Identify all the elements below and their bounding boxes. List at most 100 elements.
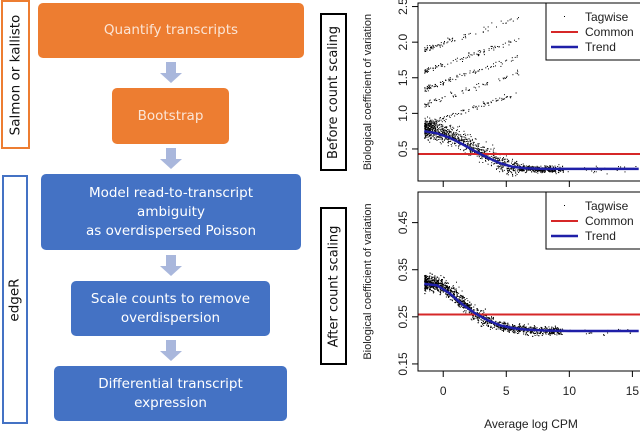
tagwise-point [502, 327, 504, 329]
tagwise-point [523, 331, 525, 332]
tagwise-point [474, 152, 476, 154]
tagwise-point [478, 316, 480, 317]
tagwise-point [549, 165, 551, 167]
tagwise-point [558, 167, 560, 169]
tagwise-point [537, 172, 539, 174]
tagwise-point [545, 327, 547, 329]
tagwise-point [450, 296, 452, 298]
tagwise-point [534, 333, 536, 334]
tagwise-point [430, 282, 432, 284]
tagwise-point [505, 158, 507, 160]
tagwise-point [458, 137, 460, 139]
tagwise-point [508, 164, 510, 166]
tagwise-point [611, 330, 612, 332]
tagwise-point [455, 289, 457, 291]
tagwise-point [431, 276, 433, 278]
tagwise-point [496, 168, 497, 170]
tagwise-point [482, 146, 484, 148]
tagwise-point [558, 167, 559, 169]
tagwise-point [447, 289, 449, 291]
tagwise-point [504, 328, 505, 330]
tagwise-point [475, 312, 477, 314]
tagwise-point [432, 285, 434, 287]
tagwise-point [501, 170, 503, 172]
tagwise-point [446, 292, 448, 294]
tagwise-point [464, 303, 466, 305]
tagwise-point [521, 166, 523, 168]
tagwise-point [431, 290, 433, 292]
tagwise-point [440, 44, 442, 46]
tagwise-point [553, 332, 555, 334]
tagwise-point [449, 294, 451, 296]
tagwise-point [463, 301, 465, 303]
tagwise-point [539, 332, 541, 334]
tagwise-point [460, 295, 462, 297]
tagwise-point [493, 160, 495, 162]
tagwise-point [431, 119, 433, 121]
tagwise-point [446, 42, 448, 44]
tagwise-point [483, 52, 485, 54]
tagwise-point [429, 123, 431, 125]
tagwise-point [459, 296, 461, 298]
tagwise-point [535, 166, 537, 168]
tagwise-point [510, 41, 512, 43]
tagwise-point [433, 284, 435, 286]
tagwise-point [533, 167, 534, 169]
tagwise-point [553, 170, 555, 172]
tagwise-point [424, 283, 426, 285]
tagwise-point [450, 289, 452, 291]
tagwise-point [459, 142, 461, 144]
tagwise-point [448, 294, 450, 296]
tagwise-point [532, 328, 534, 330]
tagwise-point [549, 167, 551, 168]
tagwise-point [428, 127, 430, 129]
tagwise-point [424, 126, 426, 128]
tagwise-point [508, 324, 510, 326]
tagwise-point [512, 328, 514, 330]
tagwise-point [503, 327, 505, 329]
tagwise-point [522, 163, 524, 165]
tagwise-point [424, 289, 426, 291]
tagwise-point [551, 169, 553, 171]
tagwise-point [553, 330, 554, 331]
tagwise-point [430, 134, 432, 136]
tagwise-point [431, 126, 433, 128]
tagwise-point [430, 131, 432, 133]
tagwise-point [558, 333, 560, 335]
tagwise-point [451, 290, 453, 292]
tagwise-point [506, 163, 508, 165]
tagwise-point [467, 143, 469, 145]
tagwise-point [424, 128, 426, 129]
tagwise-point [426, 134, 428, 136]
tagwise-point [447, 115, 448, 117]
tagwise-point [549, 334, 551, 336]
tagwise-point [473, 318, 475, 320]
tagwise-point [505, 328, 507, 330]
tagwise-point [543, 331, 545, 332]
tagwise-point [435, 282, 437, 284]
tagwise-point [447, 142, 449, 144]
tagwise-point [460, 301, 462, 303]
tagwise-point [444, 291, 446, 293]
tagwise-point [429, 125, 431, 127]
tagwise-point [502, 166, 504, 168]
tagwise-point [497, 159, 498, 161]
tagwise-point [453, 137, 454, 139]
tagwise-point [429, 283, 431, 285]
tagwise-point [436, 123, 438, 125]
tagwise-point [477, 316, 479, 318]
tagwise-point [452, 133, 454, 135]
tagwise-point [471, 149, 473, 151]
tagwise-point [557, 172, 559, 173]
tagwise-point [483, 103, 485, 104]
tagwise-point [426, 275, 428, 277]
tagwise-point [442, 284, 444, 286]
tagwise-point [428, 284, 430, 286]
tagwise-point [434, 131, 436, 133]
tagwise-point [443, 277, 445, 279]
tagwise-point [486, 313, 488, 315]
tagwise-point [498, 161, 500, 163]
tagwise-point [557, 327, 559, 329]
tagwise-point [434, 123, 436, 125]
tagwise-point [539, 168, 541, 170]
